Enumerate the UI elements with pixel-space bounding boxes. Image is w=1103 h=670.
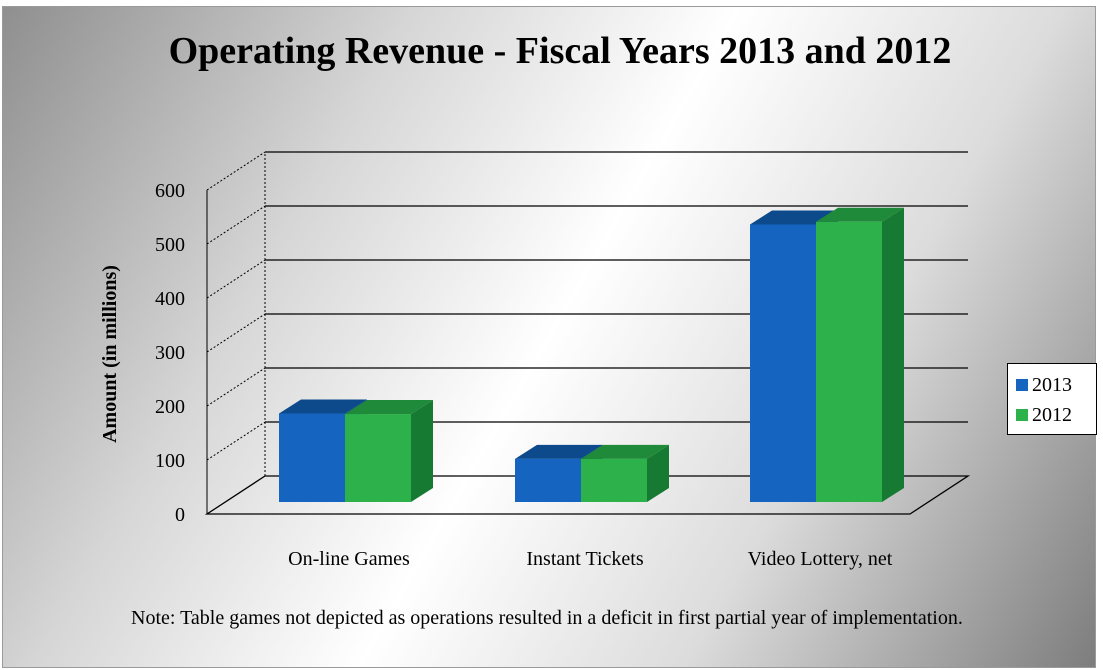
gridline-diagonal <box>206 421 266 461</box>
bar-top <box>279 399 367 414</box>
y-tick-label: 200 <box>155 396 185 418</box>
bar-top <box>345 400 433 415</box>
bar-top <box>515 444 603 459</box>
bar-top <box>581 444 669 459</box>
bar-side <box>882 207 904 503</box>
bar-front <box>279 413 345 502</box>
y-tick-label: 0 <box>175 504 185 526</box>
category-labels: On-line Games Instant Tickets Video Lotter… <box>288 548 893 570</box>
y-tick-labels: 0 100 200 300 400 500 600 <box>155 180 185 526</box>
chart-floor <box>204 475 971 515</box>
bar-front <box>515 458 581 502</box>
legend-label: 2012 <box>1032 403 1072 426</box>
y-tick-label: 100 <box>155 450 185 472</box>
legend-label: 2013 <box>1032 373 1072 396</box>
bar-2012 <box>345 400 433 502</box>
legend-item: 2013 <box>1016 370 1096 400</box>
gridline-diagonal <box>206 259 266 299</box>
category-label: On-line Games <box>288 548 410 570</box>
bars <box>279 207 904 503</box>
y-axis-label: Amount (in millions) <box>99 265 121 443</box>
bar-top <box>816 207 904 222</box>
category-label: Video Lottery, net <box>748 548 893 570</box>
bar-side <box>411 400 433 502</box>
legend: 2013 2012 <box>1007 363 1097 435</box>
chart-title: Operating Revenue - Fiscal Years 2013 an… <box>168 30 952 72</box>
chart-area <box>2 6 1096 668</box>
chart-note: Note: Table games not depicted as operat… <box>131 607 963 629</box>
gridline-diagonal <box>206 151 266 191</box>
gridline-diagonal <box>206 205 266 245</box>
bar-front <box>345 414 411 502</box>
legend-swatch <box>1016 379 1028 391</box>
bar-front <box>750 224 816 502</box>
gridline-diagonal <box>206 313 266 353</box>
y-tick-label: 600 <box>155 180 185 202</box>
gridline-diagonal <box>206 367 266 407</box>
bar-2013 <box>279 399 367 502</box>
bar-2012 <box>581 444 669 502</box>
chart-walls <box>204 475 971 515</box>
category-label: Instant Tickets <box>526 548 643 570</box>
bar-front <box>581 458 647 502</box>
y-tick-label: 500 <box>155 234 185 256</box>
y-tick-label: 400 <box>155 288 185 310</box>
legend-swatch <box>1016 409 1028 421</box>
y-tick-label: 300 <box>155 342 185 364</box>
legend-item: 2012 <box>1016 400 1096 430</box>
bar-side <box>647 444 669 502</box>
bar-top <box>750 210 838 225</box>
bar-front <box>816 221 882 503</box>
bar-2012 <box>816 207 904 503</box>
